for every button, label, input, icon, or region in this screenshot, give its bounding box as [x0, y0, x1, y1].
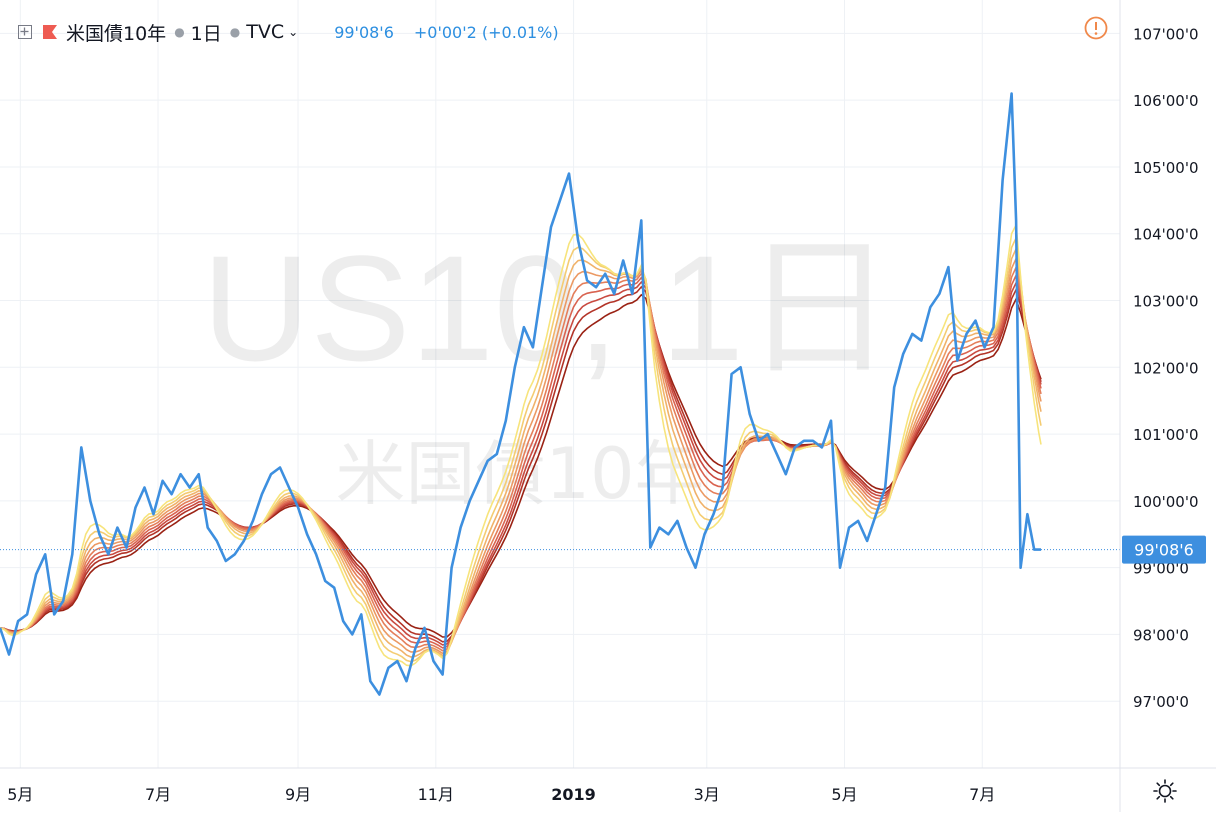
symbol-name[interactable]: 米国債10年: [66, 22, 167, 45]
separator-dot: ●: [229, 25, 241, 39]
source-label[interactable]: TVC: [246, 21, 285, 43]
grid-lines: [0, 0, 1120, 768]
x-tick-label: 2019: [551, 785, 596, 804]
ma-line: [0, 293, 1042, 638]
ma-line: [0, 246, 1042, 658]
x-tick-label: 5月: [7, 785, 33, 804]
flag-icon: [43, 25, 57, 39]
ma-line: [0, 255, 1042, 655]
price-change: +0'00'2 (+0.01%): [413, 22, 559, 42]
ma-line: [0, 285, 1042, 643]
expand-icon[interactable]: [18, 25, 32, 39]
price-axis[interactable]: 97'00'0 98'00'0 99'00'0 100'00'0 101'00'0 102…: [1133, 25, 1199, 711]
price-line: [0, 92, 1041, 696]
ma-line: [0, 264, 1042, 652]
ma-ribbon: [0, 222, 1042, 667]
y-tick-label: 104'00'0: [1133, 226, 1199, 244]
y-tick-label: 107'00'0: [1133, 25, 1199, 43]
x-tick-label: 9月: [285, 785, 311, 804]
chart-legend-header: 米国債10年 ● 1日 ● TVC ⌄ 99'08'6 +0'00'2 (+0.…: [18, 16, 559, 48]
current-price: 99'08'6: [334, 22, 394, 42]
y-tick-label: 106'00'0: [1133, 92, 1199, 110]
y-tick-label: 101'00'0: [1133, 426, 1199, 444]
last-price-badge: 99'08'6: [1122, 535, 1206, 564]
chevron-down-icon[interactable]: ⌄: [288, 25, 299, 39]
y-tick-label: 103'00'0: [1133, 293, 1199, 311]
ma-line: [0, 280, 1042, 646]
x-tick-label: 7月: [969, 785, 995, 804]
settings-icon[interactable]: [1152, 778, 1178, 804]
separator-dot: ●: [174, 25, 185, 39]
ma-line: [0, 272, 1042, 649]
last-price-badge-bg: [1122, 535, 1206, 564]
last-price-badge-text: 99'08'6: [1134, 541, 1194, 560]
x-tick-label: 5月: [831, 785, 857, 804]
y-tick-label: 97'00'0: [1133, 693, 1189, 711]
interval-label[interactable]: 1日: [190, 22, 222, 45]
y-tick-label: 99'00'0: [1133, 560, 1189, 578]
ma-line: [0, 234, 1042, 663]
x-tick-label: 3月: [694, 785, 720, 804]
time-axis[interactable]: 5月 7月 9月 11月 2019 3月 5月 7月: [7, 785, 995, 804]
alert-icon[interactable]: [1084, 16, 1108, 40]
ma-line: [0, 222, 1042, 667]
y-tick-label: 100'00'0: [1133, 493, 1199, 511]
x-tick-label: 7月: [145, 785, 171, 804]
x-tick-label: 11月: [418, 785, 454, 804]
price-layer: [0, 92, 1041, 696]
y-tick-label: 105'00'0: [1133, 159, 1199, 177]
y-tick-label: 98'00'0: [1133, 626, 1189, 644]
y-tick-label: 102'00'0: [1133, 359, 1199, 377]
